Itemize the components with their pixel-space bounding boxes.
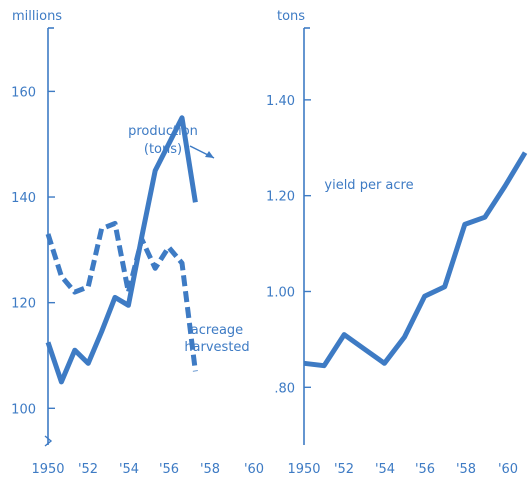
left-y-tick-label: 160 [11, 85, 36, 100]
left-y-ticks: 100 120 140 160 [11, 85, 55, 417]
left-y-tick-label: 140 [11, 191, 36, 206]
left-x-tick-label: '54 [119, 462, 139, 477]
left-x-tick-label: '52 [78, 462, 98, 477]
right-y-tick-label: .80 [274, 381, 295, 396]
right-y-axis-label: tons [277, 9, 305, 24]
right-y-ticks: .80 1.00 1.20 1.40 [266, 94, 311, 396]
right-x-tick-label: 1950 [287, 462, 320, 477]
right-axes [303, 27, 310, 445]
right-x-ticks: 1950 '52 '54 '56 '58 '60 [287, 462, 518, 477]
acreage-annotation-line1: acreage [191, 323, 243, 338]
right-y-tick-label: 1.20 [266, 190, 295, 205]
right-x-tick-label: '54 [375, 462, 395, 477]
left-y-tick-label: 100 [11, 402, 36, 417]
left-x-ticks: 1950 '52 '54 '56 '58 '60 [31, 462, 264, 477]
production-annotation-line1: production [128, 124, 198, 139]
left-x-tick-label: '56 [159, 462, 179, 477]
left-y-tick-label: 120 [11, 297, 36, 312]
right-x-tick-label: '56 [415, 462, 435, 477]
right-x-tick-label: '58 [456, 462, 476, 477]
acreage-annotation-line2: harvested [184, 340, 249, 355]
right-series-lines [303, 151, 528, 369]
right-x-tick-label: '52 [334, 462, 354, 477]
left-series-acreage-line [45, 220, 198, 372]
yield-annotation: yield per acre [324, 178, 413, 193]
left-axis-break [44, 435, 53, 447]
left-panel: millions 100 120 140 160 1950 '52 '54 '56 '58 '6… [11, 9, 264, 477]
left-series-production-line [45, 115, 198, 385]
right-y-tick-label: 1.40 [266, 94, 295, 109]
right-x-tick-label: '60 [498, 462, 518, 477]
production-arrowhead [205, 151, 214, 158]
right-y-tick-label: 1.00 [266, 285, 295, 300]
left-x-tick-label: 1950 [31, 462, 64, 477]
left-x-tick-label: '60 [244, 462, 264, 477]
left-y-axis-label: millions [12, 9, 62, 24]
left-x-tick-label: '58 [200, 462, 220, 477]
production-annotation-line2: (tons) [144, 142, 182, 157]
right-series-yield-line [303, 151, 528, 369]
right-panel: tons .80 1.00 1.20 1.40 1950 '52 '54 '56 '58 '60… [266, 9, 528, 477]
left-series-lines [45, 115, 198, 385]
